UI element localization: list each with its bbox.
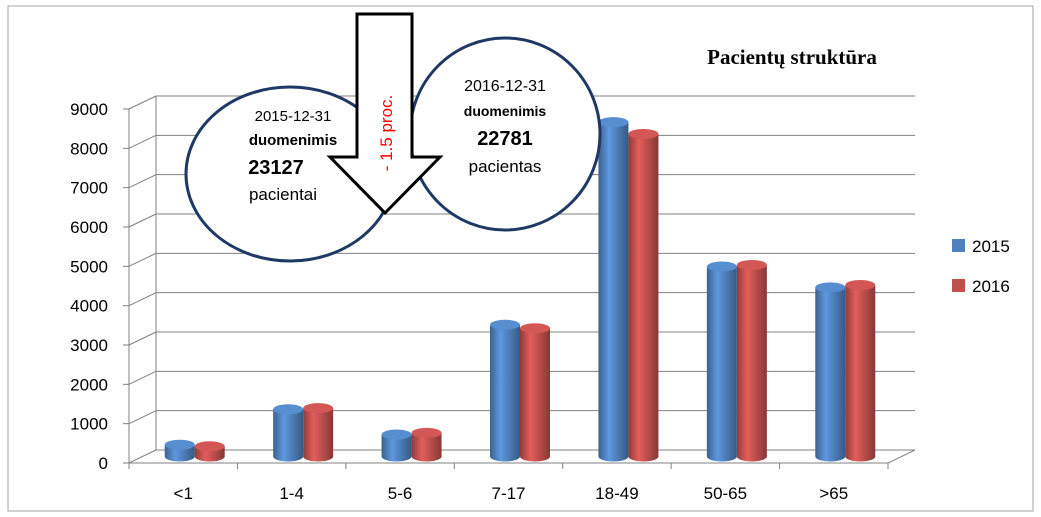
legend-swatch-2015 (952, 239, 965, 252)
bar-2016-18-49 (628, 128, 659, 462)
arrow-shape (326, 12, 444, 216)
y-tick-label: 9000 (70, 100, 108, 119)
grid-diagonal (128, 252, 157, 267)
y-tick-label: 7000 (70, 179, 108, 198)
bubble-2015: 2015-12-31 duomenimis 23127 pacientai (184, 85, 396, 263)
bar-body (490, 324, 520, 462)
bar-2015-5-6 (381, 429, 412, 462)
legend: 2015 2016 (952, 237, 1010, 296)
grid-diagonal (128, 410, 157, 425)
bubble-2015-word: duomenimis (249, 132, 337, 149)
bar-2015-1-4 (273, 404, 304, 462)
y-tick-label: 1000 (70, 415, 108, 434)
x-tick-label: 1-4 (279, 484, 304, 503)
bar-top (598, 117, 629, 128)
bubble-2015-unit: pacientai (249, 185, 317, 204)
bubble-2016: 2016-12-31 duomenimis 22781 pacientas (408, 36, 602, 232)
grid-diagonal (128, 134, 157, 149)
grid-diagonal (128, 174, 157, 189)
bubble-2016-word: duomenimis (464, 103, 547, 119)
y-tick-label: 8000 (70, 139, 108, 158)
bar-top (303, 403, 334, 414)
bubble-2016-number: 22781 (477, 128, 533, 150)
bar-2016-<1 (194, 441, 225, 462)
bar-2015-50-65 (706, 261, 737, 462)
grid-diagonal (128, 331, 157, 346)
bar-2016-5-6 (411, 427, 442, 462)
decrease-label: - 1.5 proc. (377, 95, 396, 172)
bar-top (164, 439, 195, 450)
x-tick-label: 18-49 (595, 484, 638, 503)
chart-title: Pacientų struktūra (707, 45, 877, 69)
bar-2015->65 (815, 282, 846, 462)
grid-diagonal (128, 213, 157, 228)
bar-body (303, 408, 334, 462)
bar-body (520, 328, 550, 462)
x-tick-label: 7-17 (491, 484, 525, 503)
bar-top (736, 259, 767, 270)
bar-body (598, 122, 629, 462)
bubble-2015-number: 23127 (248, 157, 304, 179)
y-tick-label: 6000 (70, 218, 108, 237)
bar-2016-7-17 (520, 323, 550, 462)
y-tick-label: 2000 (70, 375, 108, 394)
bar-2015-7-17 (490, 319, 520, 462)
bar-top (520, 323, 550, 334)
y-tick-label: 5000 (70, 257, 108, 276)
x-tick-label: 50-65 (704, 484, 747, 503)
decrease-arrow: - 1.5 proc. (326, 12, 444, 216)
bar-top (490, 319, 520, 330)
grid-diagonal (128, 370, 157, 385)
bar-body (815, 287, 846, 462)
grid-diagonal (128, 449, 157, 464)
axis-ticks: 0 1000 2000 3000 4000 5000 6000 7000 8000 9000 <1 1… (70, 100, 848, 503)
bar-top (411, 427, 442, 438)
y-tick-label: 0 (99, 454, 108, 473)
legend-swatch-2016 (952, 279, 965, 292)
bars (164, 117, 876, 462)
bar-top (706, 261, 737, 272)
legend-label-2016: 2016 (972, 277, 1010, 296)
bubble-2016-unit: pacientas (469, 157, 542, 176)
bar-body (845, 285, 876, 462)
bar-body (706, 266, 737, 462)
bar-2016-50-65 (736, 259, 767, 462)
bubble-2015-date: 2015-12-31 (255, 108, 332, 125)
bar-top (273, 404, 304, 415)
bar-top (815, 282, 846, 293)
y-tick-label: 3000 (70, 336, 108, 355)
x-tick-label: 5-6 (388, 484, 413, 503)
bar-2016->65 (845, 280, 876, 462)
bar-body (736, 264, 767, 462)
x-tick-label: >65 (819, 484, 848, 503)
bubble-2016-date: 2016-12-31 (464, 78, 546, 95)
bar-body (411, 432, 442, 462)
floor-right-edge (887, 449, 916, 464)
x-tick-label: <1 (174, 484, 193, 503)
bar-body (273, 409, 304, 462)
bar-body (628, 133, 659, 462)
bar-top (381, 429, 412, 440)
bar-body (381, 434, 412, 462)
bar-top (628, 128, 659, 139)
bar-2015-18-49 (598, 117, 629, 462)
legend-label-2015: 2015 (972, 237, 1010, 256)
grid-diagonal (128, 95, 157, 110)
grid-diagonal (128, 292, 157, 307)
bar-2016-1-4 (303, 403, 334, 462)
y-tick-label: 4000 (70, 297, 108, 316)
bar-2015-<1 (164, 439, 195, 462)
bar-top (194, 441, 225, 452)
bar-top (845, 280, 876, 291)
